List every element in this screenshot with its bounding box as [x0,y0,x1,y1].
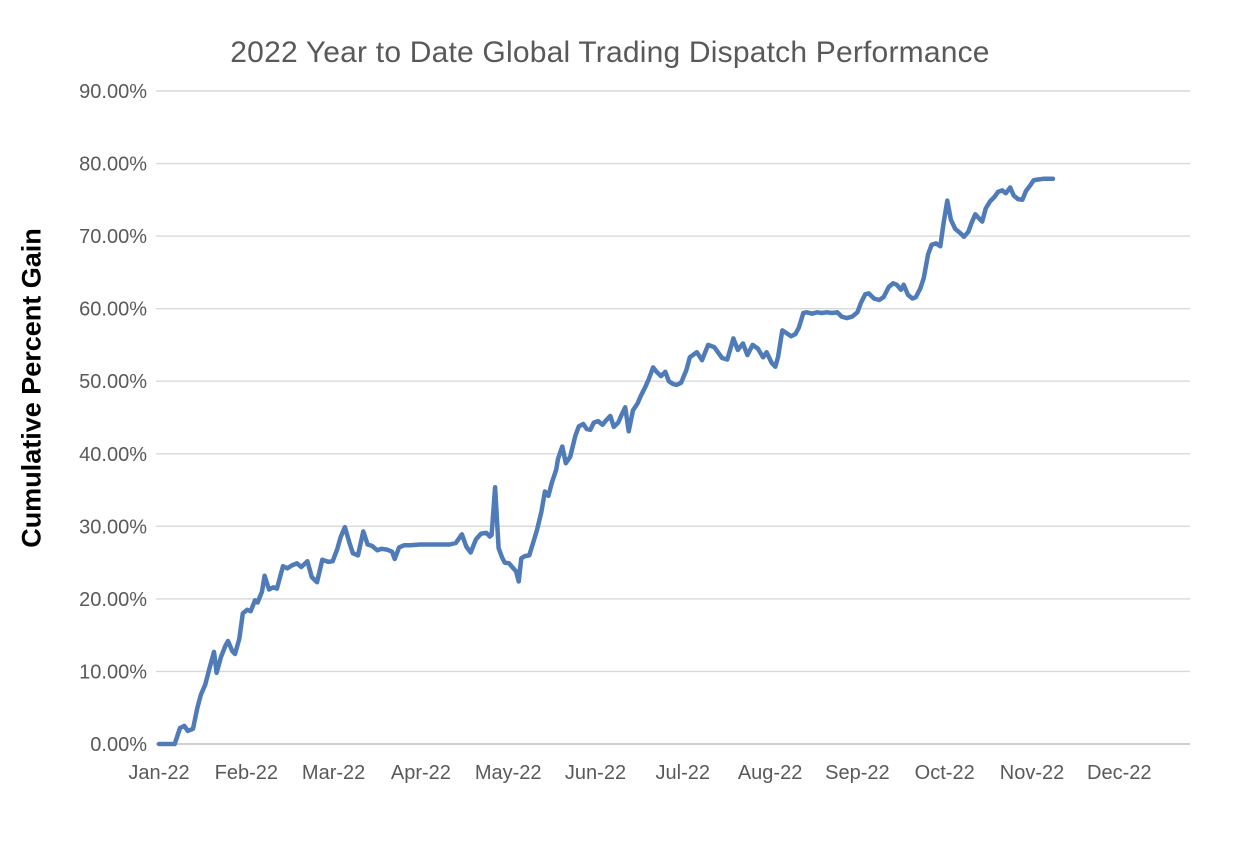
y-tick-label: 70.00% [79,226,147,248]
x-tick-label: Jul-22 [656,762,710,784]
x-tick-label: Feb-22 [215,762,278,784]
x-tick-label: Mar-22 [302,762,365,784]
x-tick-label: Nov-22 [1000,762,1064,784]
y-tick-label: 50.00% [79,371,147,393]
y-tick-label: 40.00% [79,444,147,466]
y-tick-label: 90.00% [79,81,147,103]
x-tick-label: Jun-22 [565,762,626,784]
x-tick-label: Dec-22 [1087,762,1151,784]
x-tick-label: Jan-22 [128,762,189,784]
chart-title: 2022 Year to Date Global Trading Dispatc… [230,36,990,69]
y-tick-label: 60.00% [79,299,147,321]
y-tick-label: 20.00% [79,589,147,611]
x-tick-label: May-22 [475,762,542,784]
x-tick-label: Oct-22 [915,762,975,784]
x-tick-label: Apr-22 [391,762,451,784]
y-tick-label: 30.00% [79,516,147,538]
x-tick-label: Sep-22 [825,762,890,784]
y-tick-label: 10.00% [79,661,147,683]
x-tick-label: Aug-22 [738,762,803,784]
performance-line [156,176,1056,747]
y-tick-label: 80.00% [79,154,147,176]
y-tick-label: 0.00% [90,734,147,756]
